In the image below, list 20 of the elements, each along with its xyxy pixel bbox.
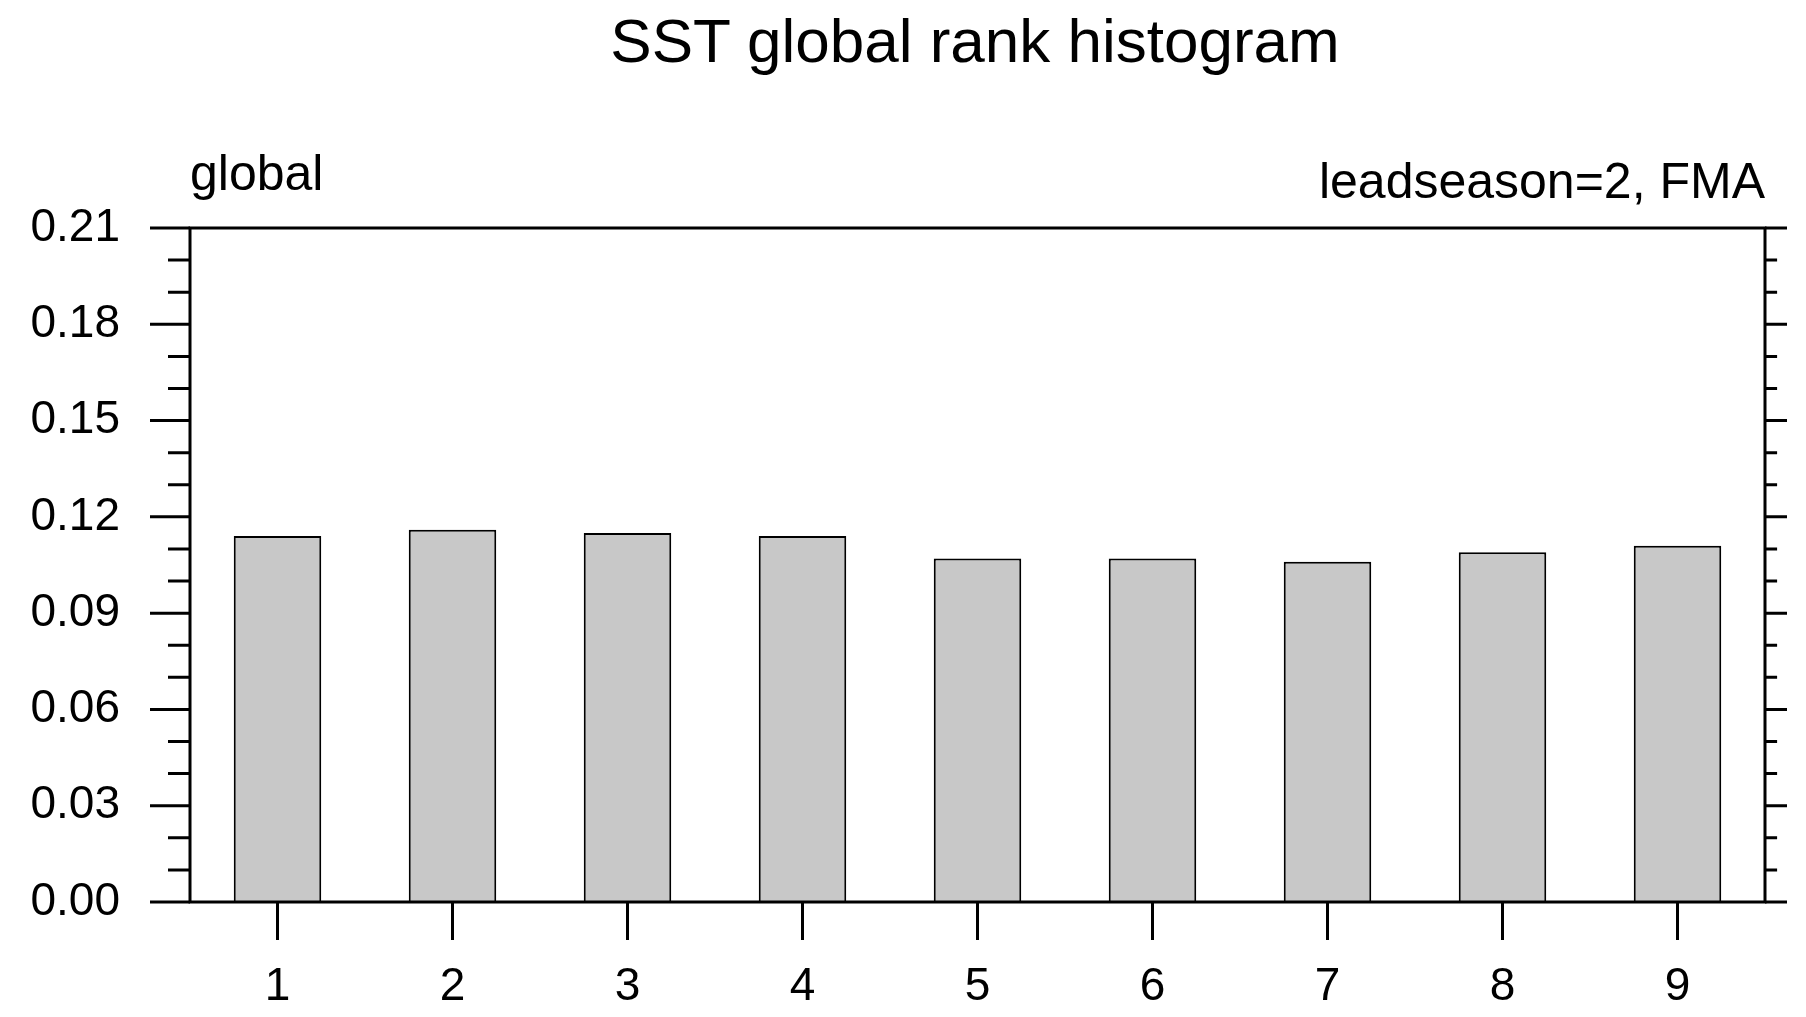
x-tick-label: 5 [964,958,991,1011]
y-tick-label: 0.06 [30,680,120,733]
chart-title: SST global rank histogram [610,6,1340,76]
x-tick-label: 1 [264,958,291,1011]
x-tick-label: 6 [1139,958,1166,1011]
y-tick-label: 0.03 [30,776,120,829]
y-tick-label: 0.21 [30,198,120,251]
y-tick-label: 0.09 [30,583,120,636]
x-tick-label: 7 [1314,958,1341,1011]
y-tick-label: 0.12 [30,487,120,540]
text: leadseason=2, FMA [1318,153,1766,209]
y-tick-label: 0.18 [30,294,120,347]
y-tick-label: 0.15 [30,391,120,444]
y-tick-label: 0.00 [30,872,120,925]
x-tick-label: 8 [1489,958,1516,1011]
x-tick-label: 9 [1664,958,1691,1011]
x-tick-label: 3 [614,958,641,1011]
text: global [190,145,324,201]
x-tick-label: 4 [789,958,816,1011]
x-tick-label: 2 [439,958,466,1011]
